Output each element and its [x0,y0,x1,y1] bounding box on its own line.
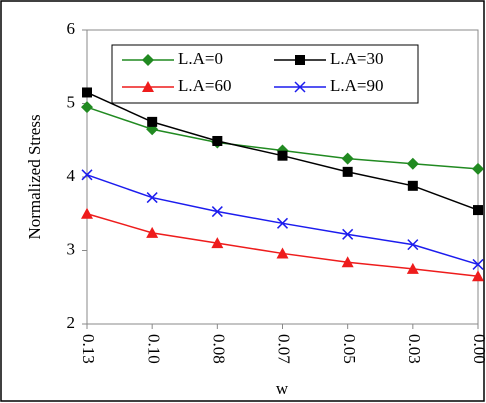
point [211,206,223,218]
point [406,262,419,274]
point [276,217,289,229]
y-tick-label: 2 [67,313,76,332]
point [146,226,159,238]
point [472,258,484,270]
point [142,81,154,92]
point [146,192,158,204]
point [82,87,92,98]
point [276,247,289,259]
point [146,123,159,136]
point [294,81,306,93]
point [81,169,93,181]
y-tick-label: 3 [67,239,76,258]
point [81,101,93,114]
point [472,270,484,282]
point [147,116,158,127]
point [142,54,154,66]
point [211,237,224,249]
point [472,162,484,175]
legend-label: L.A=30 [330,49,384,68]
point [406,157,419,170]
point [295,55,305,65]
y-axis-label: Normalized Stress [25,114,44,239]
x-tick-label: 0.07 [275,334,294,364]
point [407,239,419,251]
point [212,135,223,146]
point [342,228,354,240]
y-tick-label: 4 [67,166,76,185]
point [342,166,353,177]
x-tick-label: 0.03 [405,334,424,364]
legend-label: L.A=90 [330,76,384,95]
point [341,256,354,268]
x-tick-label: 0.00 [470,334,486,364]
y-tick-label: 5 [67,92,76,111]
x-tick-label: 0.13 [79,334,98,364]
x-tick-label: 0.05 [340,334,359,364]
x-tick-label: 0.10 [144,334,163,364]
legend-label: L.A=0 [178,49,223,68]
point [277,150,288,161]
point [341,152,354,165]
point [473,205,483,216]
point [81,207,93,219]
legend [111,44,419,104]
point [407,180,418,191]
x-tick-label: 0.08 [209,334,228,364]
y-tick-label: 6 [67,19,76,38]
legend-label: L.A=60 [178,76,232,95]
x-axis-label: w [276,379,289,398]
